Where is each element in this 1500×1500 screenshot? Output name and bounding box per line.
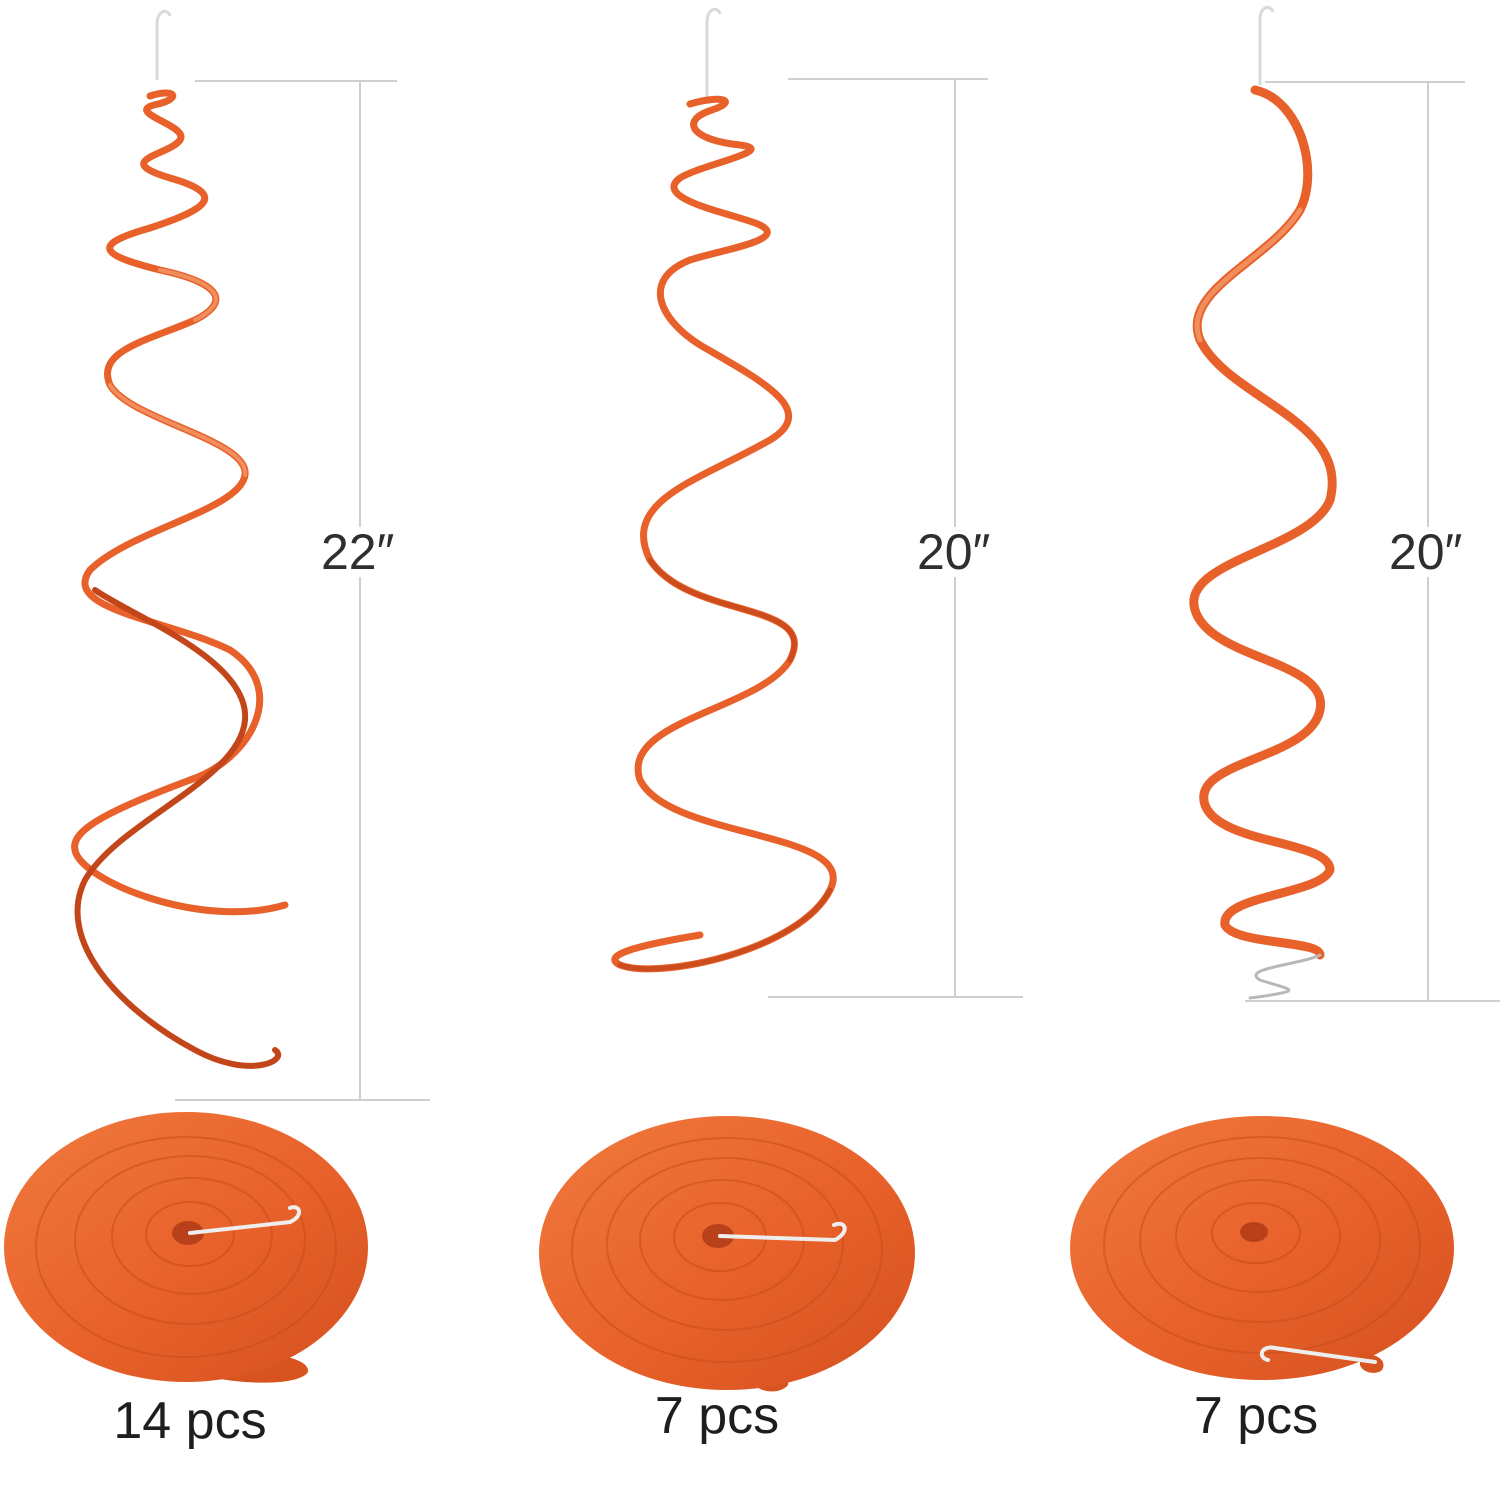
swirl-ribbon <box>71 89 289 916</box>
hanging-swirl-1 <box>71 9 289 1069</box>
quantity-label-1: 14 pcs <box>113 1392 267 1450</box>
flat-swirl-disc-2 <box>539 1116 915 1392</box>
swirl-highlight <box>1194 207 1303 343</box>
dimension-guide-1 <box>175 80 430 1101</box>
hanger-hook-icon <box>155 9 172 80</box>
hanger-hook-icon <box>1258 5 1275 85</box>
length-label-3: 20″ <box>1385 527 1467 577</box>
hanger-hook-icon <box>705 7 722 98</box>
length-label-2: 20″ <box>913 527 995 577</box>
quantity-label-2: 7 pcs <box>654 1387 780 1445</box>
hook-icon <box>188 1205 301 1235</box>
swirl-ribbon-back <box>74 587 282 1069</box>
hanging-swirl-3 <box>1189 5 1337 1000</box>
flat-swirl-disc-1 <box>4 1112 368 1383</box>
swirl-highlight <box>617 557 833 972</box>
flat-swirl-disc-3 <box>1070 1116 1454 1380</box>
length-label-1: 22″ <box>317 527 399 577</box>
hook-icon <box>718 1221 847 1243</box>
swirl-tail <box>1248 953 1322 1000</box>
swirl-ribbon <box>611 95 837 973</box>
swirl-ribbon <box>1189 85 1337 960</box>
hook-icon <box>1259 1345 1377 1364</box>
quantity-label-3: 7 pcs <box>1193 1387 1319 1445</box>
hanging-swirl-2 <box>611 7 837 973</box>
swirl-highlight <box>108 268 248 477</box>
